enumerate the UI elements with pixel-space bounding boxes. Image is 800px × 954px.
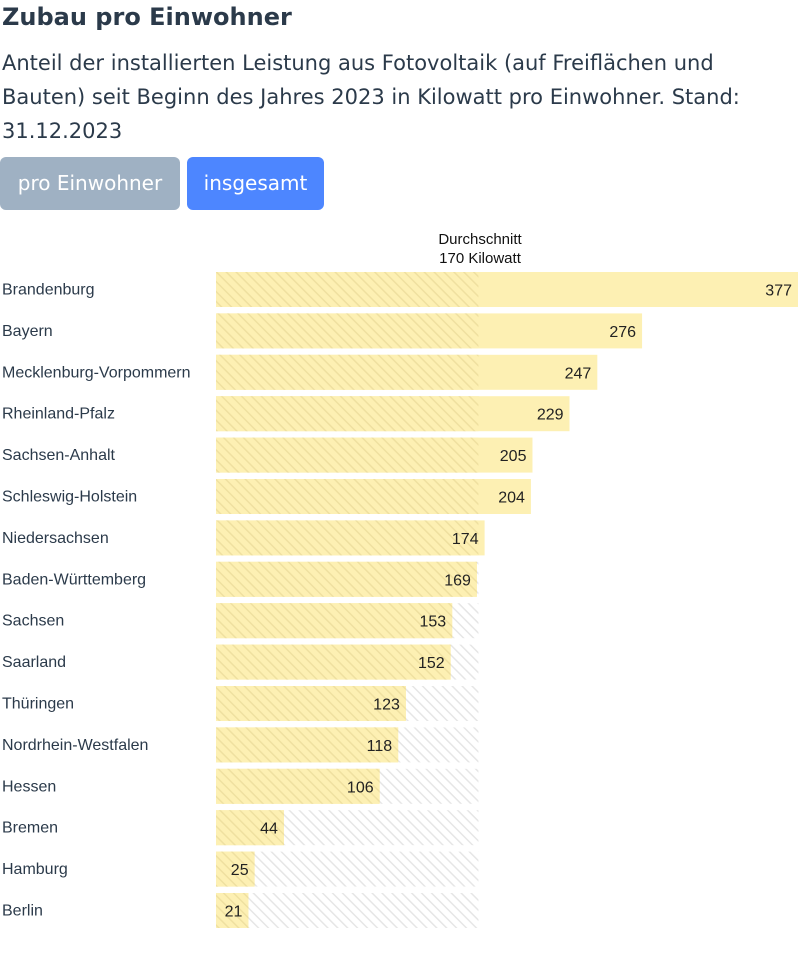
bar-value-label: 152 (418, 655, 445, 672)
bar-value-label: 21 (225, 904, 243, 921)
bar-value-label: 153 (419, 614, 446, 631)
bar-value-label: 169 (444, 572, 471, 589)
bar-row: Mecklenburg-Vorpommern 247 (2, 354, 598, 390)
category-label: Baden-Württemberg (2, 571, 146, 588)
bar-row: Nordrhein-Westfalen 118 (2, 727, 479, 763)
bar-row: Schleswig-Holstein 204 (2, 479, 531, 514)
bar-value-label: 123 (373, 697, 400, 714)
category-label: Hamburg (2, 861, 68, 878)
category-label: Mecklenburg-Vorpommern (2, 364, 191, 381)
bar-hatch (216, 396, 479, 432)
category-label: Sachsen (2, 613, 64, 630)
bar-value-label: 118 (367, 738, 393, 755)
average-label-line1: Durchschnitt (438, 231, 522, 248)
category-label: Bayern (2, 323, 53, 340)
bar-hatch (216, 893, 249, 928)
bar-hatch (216, 354, 479, 390)
category-label: Brandenburg (2, 282, 95, 299)
bar-row: Bremen 44 (2, 810, 479, 846)
category-label: Hessen (2, 778, 56, 795)
bar-row: Brandenburg 377 (2, 272, 798, 307)
bar-value-label: 205 (500, 448, 527, 465)
bar-row: Hamburg 25 (2, 851, 479, 887)
bar-hatch (216, 561, 477, 597)
category-label: Saarland (2, 654, 66, 671)
average-label-line2: 170 Kilowatt (439, 250, 522, 267)
bar-value-label: 204 (498, 490, 525, 507)
category-label: Rheinland-Pfalz (2, 406, 115, 423)
bar-row: Berlin 21 (2, 893, 479, 928)
category-label: Berlin (2, 903, 43, 920)
category-label: Nordrhein-Westfalen (2, 737, 148, 754)
chart-subtitle: Anteil der installierten Leistung aus Fo… (2, 51, 740, 143)
bar-hatch (216, 313, 479, 349)
bar-row: Hessen 106 (2, 768, 479, 804)
bar-row: Sachsen-Anhalt 205 (2, 437, 533, 473)
bar-value-label: 25 (231, 862, 249, 879)
category-label: Schleswig-Holstein (2, 489, 137, 506)
bar-chart: Durchschnitt 170 Kilowatt Brandenburg 377… (2, 231, 798, 928)
bar-hatch (216, 520, 479, 556)
bar-hatch (216, 727, 399, 763)
bar-hatch (216, 810, 284, 846)
bar-hatch (216, 686, 406, 721)
bar-rows: Brandenburg 377 Bayern 276 Mecklenburg-Vorpo… (2, 272, 798, 928)
bar-value-label: 106 (347, 779, 374, 796)
category-label: Sachsen-Anhalt (2, 447, 116, 464)
category-label: Thüringen (2, 696, 74, 713)
bar-value-label: 276 (609, 324, 636, 341)
tab-insgesamt[interactable]: insgesamt (187, 157, 324, 210)
bar-row: Baden-Württemberg 169 (2, 561, 479, 597)
bar-row: Niedersachsen 174 (2, 520, 485, 556)
bar-hatch (216, 479, 479, 514)
bar-value-label: 44 (260, 821, 278, 838)
average-band (216, 851, 479, 887)
bar-hatch (216, 768, 380, 804)
bar-value-label: 247 (565, 365, 592, 382)
bar-value-label: 174 (452, 531, 479, 548)
bar-row: Sachsen 153 (2, 603, 479, 639)
bar-value-label: 229 (537, 407, 564, 424)
tab-pro-einwohner[interactable]: pro Einwohner (0, 157, 180, 210)
bar-row: Thüringen 123 (2, 686, 479, 721)
bar-hatch (216, 272, 479, 307)
bar-row: Rheinland-Pfalz 229 (2, 396, 570, 432)
category-label: Bremen (2, 820, 58, 837)
average-band (216, 893, 479, 928)
bar-hatch (216, 644, 451, 680)
category-label: Niedersachsen (2, 530, 109, 547)
bar-value-label: 377 (765, 283, 792, 300)
bar-hatch (216, 851, 255, 887)
chart-title: Zubau pro Einwohner (2, 3, 292, 31)
bar-hatch (216, 603, 453, 639)
bar-row: Saarland 152 (2, 644, 479, 680)
bar-row: Bayern 276 (2, 313, 643, 349)
bar-hatch (216, 437, 479, 473)
